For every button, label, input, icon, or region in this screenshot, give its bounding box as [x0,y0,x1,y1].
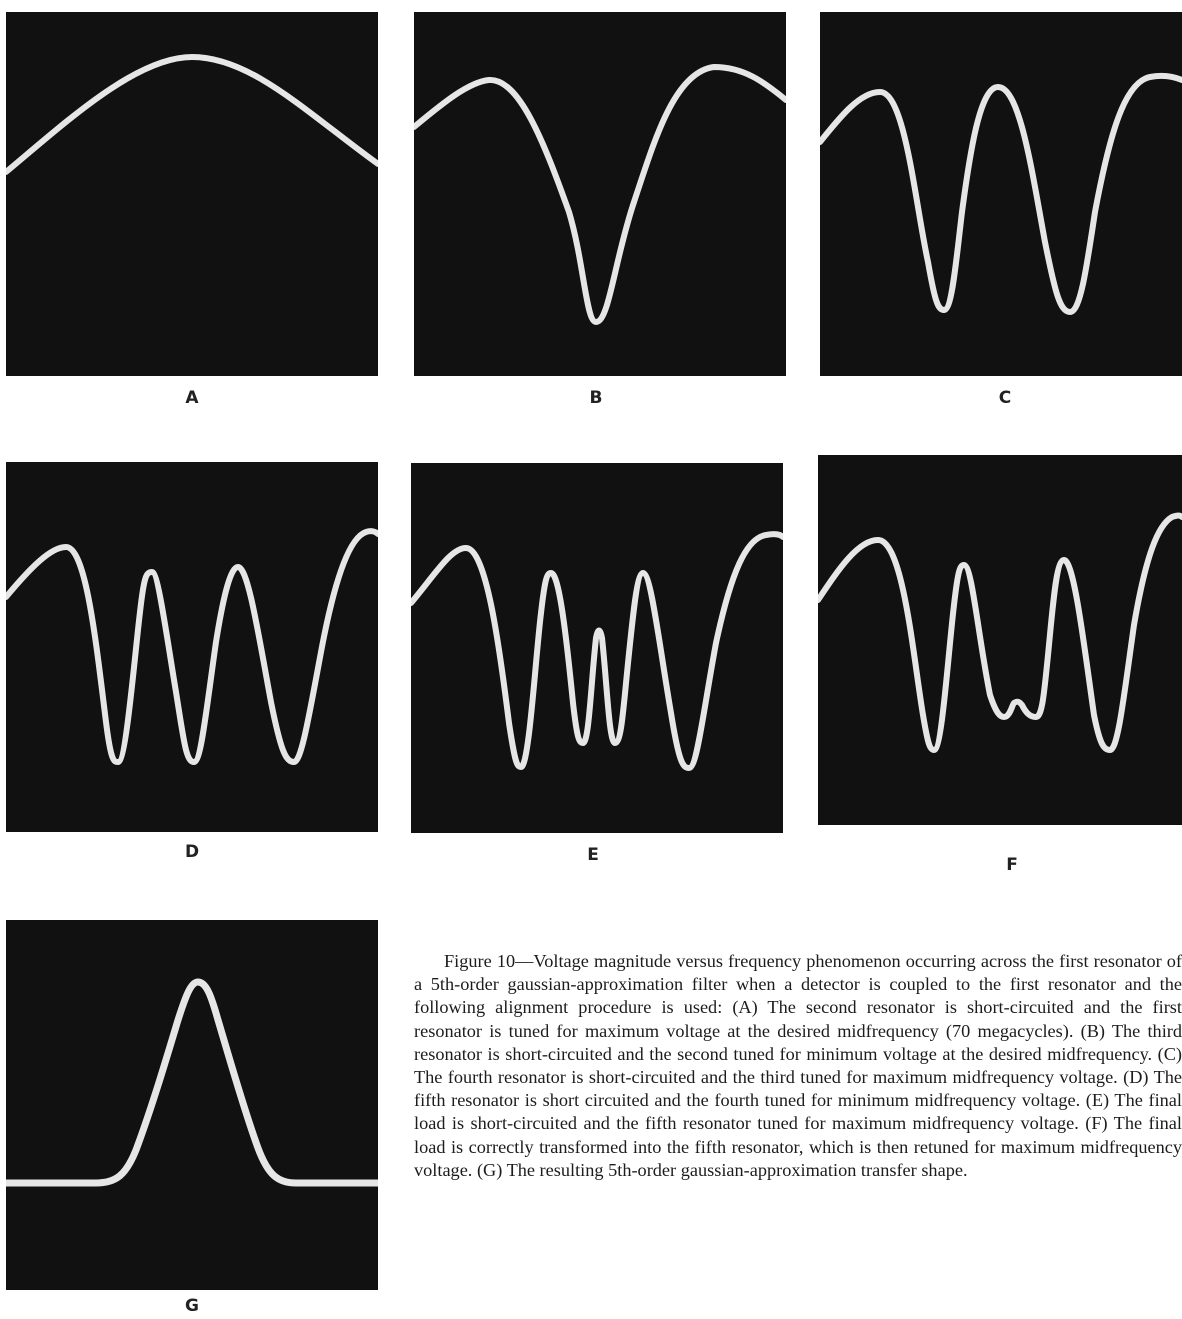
trace-c [820,72,1182,316]
trace-b [414,63,786,326]
trace-f [818,512,1182,754]
panel-label-e: E [587,845,599,865]
trace-a [6,53,378,175]
oscillogram-panel-e [411,463,783,833]
panel-label-f: F [1006,855,1018,875]
oscillogram-panel-d [6,462,378,832]
panel-label-a: A [185,388,199,408]
oscillogram-panel-g [6,920,378,1290]
trace-g [6,978,378,1187]
oscillogram-panel-c [820,12,1182,376]
trace-d [6,528,378,766]
panel-label-d: D [184,842,200,862]
panel-label-b: B [589,388,603,408]
panel-label-c: C [998,388,1012,408]
trace-e [411,531,783,772]
oscillogram-panel-b [414,12,786,376]
oscillogram-panel-a [6,12,378,376]
figure-caption: Figure 10—Voltage magnitude versus frequ… [414,951,1182,1180]
oscillogram-panel-f [818,455,1182,825]
panel-label-g: G [185,1296,199,1316]
